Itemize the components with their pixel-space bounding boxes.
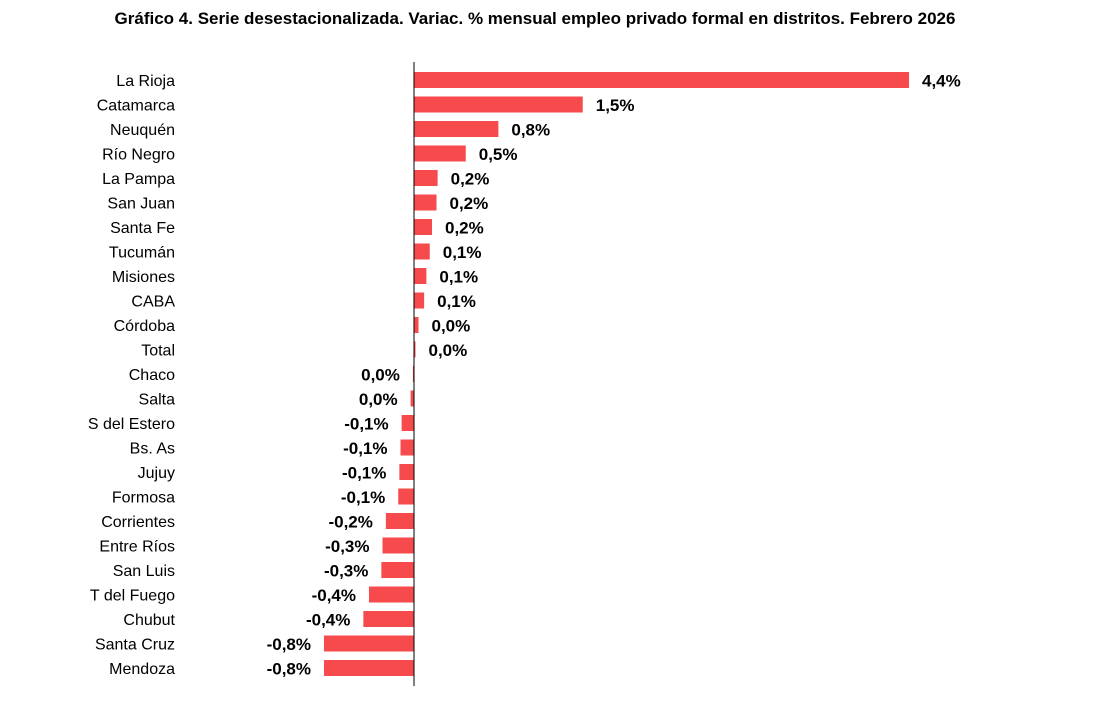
bar [414,170,438,186]
category-label: Río Negro [102,147,175,164]
value-label: -0,3% [325,537,369,556]
bar [399,464,414,480]
category-label: Total [141,343,175,360]
value-label: 0,0% [359,390,398,409]
bar [401,415,414,431]
value-label: -0,1% [341,488,385,507]
bar [385,513,414,529]
value-label: 1,5% [596,96,635,115]
category-label: Bs. As [130,441,175,458]
value-label: -0,1% [343,439,387,458]
value-label: 0,0% [429,341,468,360]
bar [414,317,419,333]
value-label: -0,8% [267,635,311,654]
category-label: Tucumán [109,245,175,262]
bar [414,145,466,162]
category-label: Jujuy [138,465,175,482]
bar [369,586,414,603]
value-label: -0,8% [267,660,311,679]
bar [382,537,414,554]
category-label: San Luis [113,563,175,580]
category-label: Neuquén [110,122,175,139]
value-label: -0,1% [342,464,386,483]
value-label: 0,1% [437,292,476,311]
bar [414,243,430,260]
bars-layer [324,72,909,676]
chart-title: Gráfico 4. Serie desestacionalizada. Var… [114,9,956,28]
bar [414,268,427,284]
value-label: 0,5% [479,145,518,164]
bar [414,121,499,137]
category-label: CABA [131,294,175,311]
bar [398,488,414,505]
category-label: La Pampa [102,171,175,188]
category-label: Mendoza [109,661,175,678]
bar [400,439,414,456]
value-label: -0,4% [312,586,356,605]
category-label: Córdoba [114,318,175,335]
bar [414,96,583,113]
bar [414,72,909,88]
bar [324,660,414,676]
category-label: S del Estero [88,416,175,433]
value-label: 0,2% [450,194,489,213]
bar [414,341,416,358]
category-label: Chubut [123,612,175,629]
category-label: Chaco [129,367,175,384]
category-label: Salta [139,392,176,409]
value-label: 0,2% [451,170,490,189]
value-label: -0,3% [324,562,368,581]
bar [410,390,414,407]
category-label: Santa Cruz [95,637,175,654]
category-labels: La Rioja Catamarca Neuquén Río Negro La Pamp… [88,73,176,678]
bar [414,292,425,309]
value-label: 0,2% [445,219,484,238]
bar [381,562,414,578]
value-label: 0,8% [511,121,550,140]
value-label: 4,4% [922,72,961,91]
bar [363,611,414,627]
category-label: San Juan [107,196,175,213]
bar [414,219,432,235]
category-label: Santa Fe [110,220,175,237]
value-labels: 4,4% 1,5% 0,8% 0,5% 0,2% 0,2% 0,2% 0,1% 0,1% 0,1%… [267,72,961,679]
category-label: La Rioja [116,73,175,90]
category-label: Misiones [112,269,175,286]
category-label: Formosa [112,490,175,507]
value-label: -0,4% [306,611,350,630]
bar [414,194,437,211]
value-label: 0,1% [443,243,482,262]
value-label: -0,1% [344,415,388,434]
value-label: 0,1% [439,268,478,287]
value-label: 0,0% [432,317,471,336]
category-label: Entre Ríos [99,539,175,556]
category-label: Catamarca [97,98,175,115]
bar [324,635,414,652]
category-label: T del Fuego [90,588,175,605]
category-label: Corrientes [101,514,175,531]
value-label: -0,2% [328,513,372,532]
value-label: 0,0% [361,366,400,385]
